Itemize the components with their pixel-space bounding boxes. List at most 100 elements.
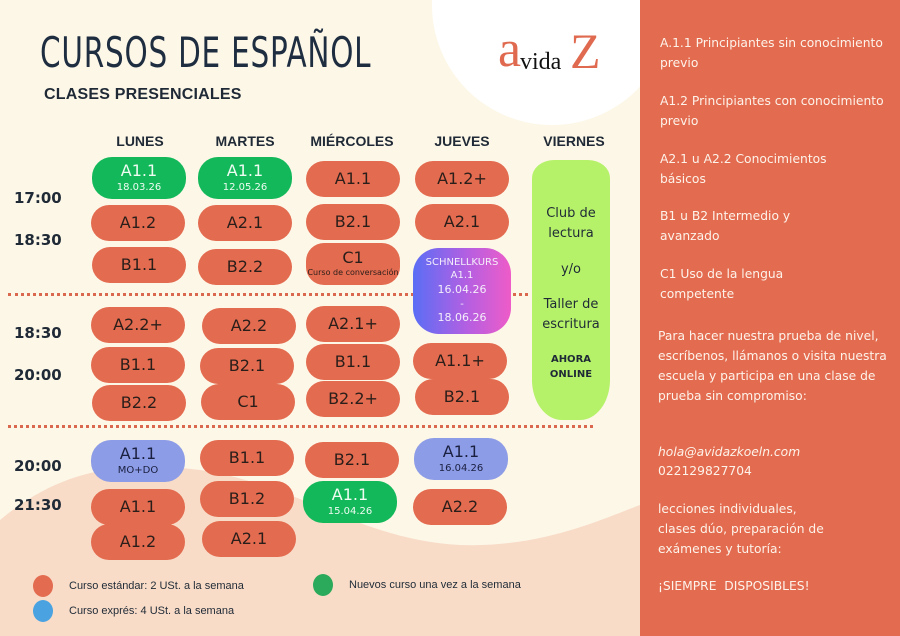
- course-level: B2.2: [120, 392, 158, 412]
- legend-item-new: Nuevos curso una vez a la semana: [313, 574, 521, 596]
- course-pill[interactable]: A2.1: [415, 204, 509, 240]
- online-line-1: AHORA: [550, 353, 592, 365]
- course-pill[interactable]: B1.2: [200, 481, 294, 517]
- course-pill[interactable]: A2.1: [202, 521, 296, 557]
- club-line-2: lectura: [548, 226, 594, 242]
- course-level: A2.1: [226, 212, 264, 232]
- course-pill[interactable]: B2.1: [305, 442, 399, 478]
- course-note: Curso de conversación: [307, 268, 399, 278]
- course-pill[interactable]: A1.1+: [413, 343, 507, 379]
- logo-letter-z: Z: [570, 23, 601, 79]
- block-divider: [8, 293, 528, 296]
- course-pill[interactable]: B1.1: [91, 347, 185, 383]
- time-start: 18:30: [14, 324, 62, 342]
- page-subtitle: CLASES PRESENCIALES: [44, 86, 242, 103]
- course-level: A2.1+: [328, 313, 378, 333]
- level-description: A.1.1 Principiantes sin conocimiento pre…: [660, 36, 883, 70]
- course-level: A1.1: [120, 160, 158, 180]
- time-start: 20:00: [14, 457, 62, 475]
- legend-label: Curso estándar: 2 USt. a la semana: [69, 580, 244, 592]
- course-pill[interactable]: A2.2: [202, 308, 296, 344]
- level-description: A2.1 u A2.2 Conocimientos básicos: [660, 152, 827, 186]
- contact-email[interactable]: hola@avidazkoeln.com: [658, 445, 801, 459]
- online-badge: AHORA ONLINE: [550, 352, 592, 382]
- block-divider: [8, 425, 593, 428]
- course-pill[interactable]: A2.1+: [306, 306, 400, 342]
- course-level: A1.1: [226, 160, 264, 180]
- course-pill[interactable]: B2.1: [200, 348, 294, 384]
- course-pill[interactable]: A2.2+: [91, 307, 185, 343]
- course-start-date: 18.03.26: [116, 181, 162, 193]
- course-level: A2.2+: [113, 314, 163, 334]
- schnellkurs-level: A1.1: [450, 270, 474, 282]
- course-level: C1: [342, 248, 364, 268]
- online-line-2: ONLINE: [549, 368, 593, 380]
- course-pill[interactable]: A1.1 16.04.26: [414, 438, 508, 480]
- course-pill[interactable]: A2.1: [198, 205, 292, 241]
- course-level: A1.1: [119, 496, 157, 516]
- course-pill[interactable]: B2.1: [415, 379, 509, 415]
- course-level: B1.2: [228, 488, 266, 508]
- course-level: A1.2+: [437, 168, 487, 188]
- course-pill[interactable]: A2.2: [413, 489, 507, 525]
- taller-escritura-label: Taller de escritura: [542, 295, 600, 335]
- day-header-miercoles: MIÉRCOLES: [310, 133, 394, 149]
- legend-dot-orange-icon: [33, 575, 53, 597]
- course-pill[interactable]: A1.1 15.04.26: [303, 481, 397, 523]
- club-line-1: Club de: [546, 206, 596, 221]
- page-title: CURSOS DE ESPAÑOL: [40, 28, 372, 77]
- taller-line-2: escritura: [542, 317, 600, 333]
- course-pill[interactable]: A1.1 12.05.26: [198, 157, 292, 199]
- course-pill[interactable]: A1.2+: [415, 161, 509, 197]
- course-pill[interactable]: A1.1: [91, 489, 185, 525]
- schedule-poster: CURSOS DE ESPAÑOL CLASES PRESENCIALES a …: [8, 21, 610, 622]
- course-level: A2.1: [443, 211, 481, 231]
- course-pill[interactable]: B1.1: [200, 440, 294, 476]
- course-level: A2.1: [230, 528, 268, 548]
- course-pill[interactable]: C1: [201, 384, 295, 420]
- course-level: A1.1: [334, 168, 372, 188]
- course-level: B2.1: [443, 386, 481, 406]
- time-end: 20:00: [14, 366, 62, 384]
- legend-item-express: Curso exprés: 4 USt. a la semana: [33, 600, 234, 622]
- course-pill[interactable]: B2.2+: [306, 381, 400, 417]
- time-end: 18:30: [14, 231, 62, 249]
- course-level: B1.1: [119, 354, 157, 374]
- course-level: A1.1: [119, 443, 157, 463]
- taller-line-1: Taller de: [543, 297, 599, 313]
- course-pill[interactable]: B1.1: [306, 344, 400, 380]
- legend-label: Nuevos curso una vez a la semana: [349, 579, 521, 591]
- day-header-martes: MARTES: [215, 133, 275, 149]
- course-pill[interactable]: B2.2: [92, 385, 186, 421]
- slogan: ¡SIEMPRE DISPOSIBLES!: [658, 579, 810, 593]
- contact-phone[interactable]: 022129827704: [658, 464, 752, 478]
- day-header-viernes: VIERNES: [543, 133, 605, 149]
- course-level: A2.2: [230, 315, 268, 335]
- course-pill[interactable]: C1 Curso de conversación: [306, 243, 400, 285]
- club-lectura-label: Club de lectura: [546, 204, 596, 244]
- schnellkurs-pill[interactable]: SCHNELLKURS A1.1 16.04.26 - 18.06.26: [413, 248, 511, 334]
- course-level: B1.1: [228, 447, 266, 467]
- course-pill[interactable]: A1.1 MO+DO: [91, 440, 185, 482]
- course-pill[interactable]: B1.1: [92, 247, 186, 283]
- course-pill[interactable]: A1.1: [306, 161, 400, 197]
- course-level: A1.2: [119, 212, 157, 232]
- legend-label: Curso exprés: 4 USt. a la semana: [69, 605, 235, 617]
- logo-vida: vida: [520, 49, 562, 75]
- course-pill[interactable]: A1.1 18.03.26: [92, 157, 186, 199]
- legend-item-standard: Curso estándar: 2 USt. a la semana: [33, 575, 244, 597]
- legend-dot-green-icon: [313, 574, 333, 596]
- viernes-club-card[interactable]: Club de lectura y/o Taller de escritura …: [532, 160, 610, 420]
- course-pill[interactable]: B2.2: [198, 249, 292, 285]
- course-pill[interactable]: B2.1: [306, 204, 400, 240]
- course-pill[interactable]: A1.2: [91, 524, 185, 560]
- extra-services: lecciones individuales, clases dúo, prep…: [658, 502, 824, 556]
- course-level: B2.1: [333, 449, 371, 469]
- course-level: A1.1: [442, 441, 480, 461]
- logo-letter-a: a: [498, 21, 522, 78]
- level-description: C1 Uso de la lengua competente: [660, 267, 784, 301]
- course-pill[interactable]: A1.2: [91, 205, 185, 241]
- level-description: A1.2 Principiantes con conocimiento prev…: [660, 94, 884, 128]
- course-days: MO+DO: [117, 464, 159, 476]
- schnellkurs-start: 16.04.26: [437, 282, 487, 296]
